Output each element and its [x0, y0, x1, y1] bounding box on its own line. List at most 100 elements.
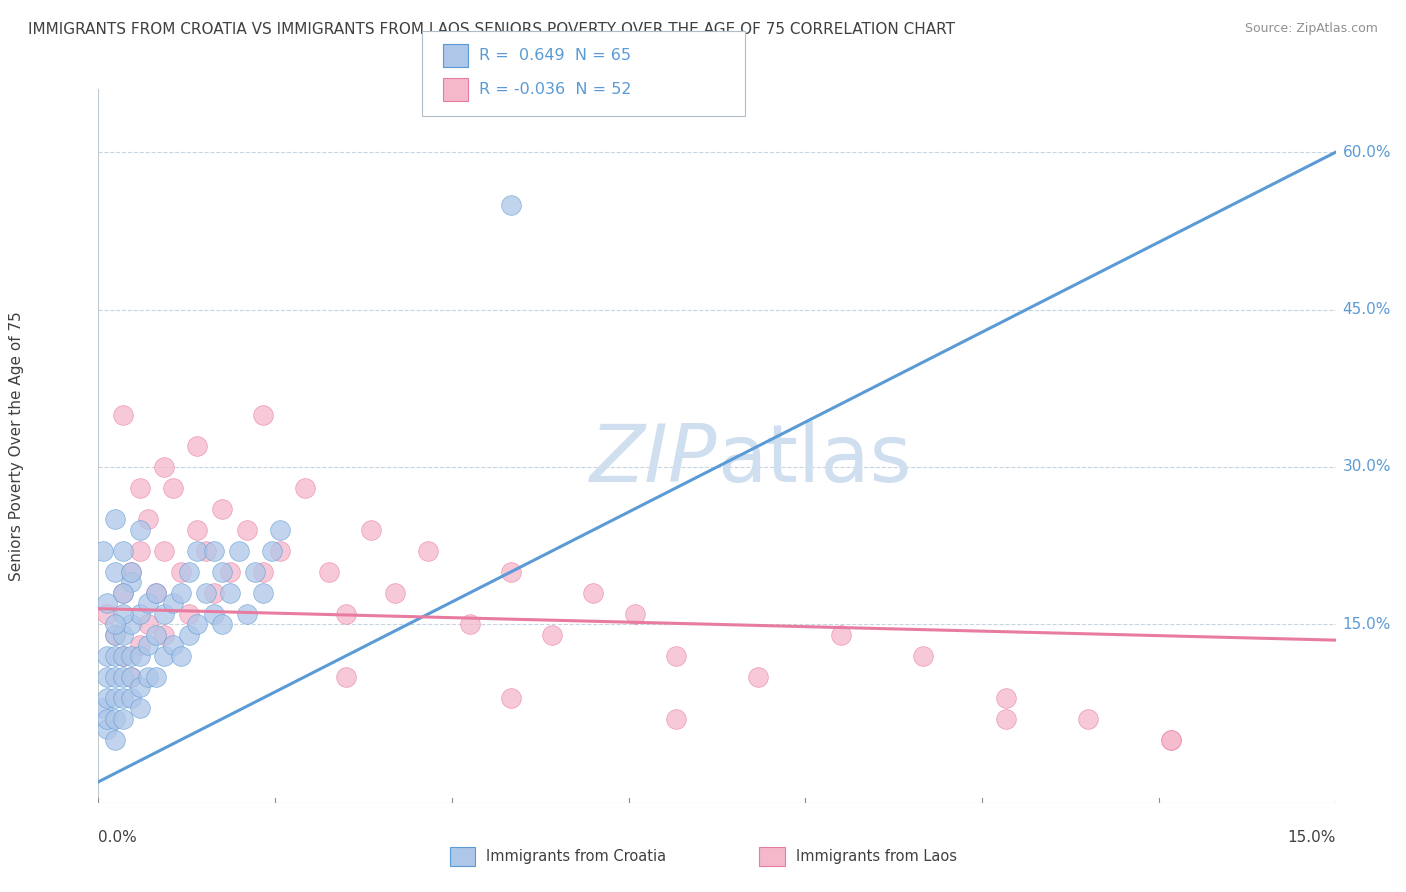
Point: [128, 607, 150, 621]
Text: 15.0%: 15.0%: [1288, 830, 1336, 845]
Point: [104, 732, 127, 747]
Point: [186, 544, 208, 558]
Point: [112, 648, 135, 663]
Point: [96, 648, 118, 663]
Point: [153, 607, 176, 621]
Text: R = -0.036  N = 52: R = -0.036 N = 52: [479, 82, 631, 96]
Point: [120, 565, 142, 579]
Point: [499, 565, 522, 579]
Point: [179, 628, 201, 642]
Point: [128, 481, 150, 495]
Point: [994, 690, 1017, 705]
Point: [665, 648, 688, 663]
Point: [360, 523, 382, 537]
Point: [260, 544, 283, 558]
Point: [112, 628, 135, 642]
Point: [112, 607, 135, 621]
Point: [236, 523, 259, 537]
Point: [112, 544, 135, 558]
Point: [120, 690, 142, 705]
Point: [104, 628, 127, 642]
Point: [499, 690, 522, 705]
Text: R =  0.649  N = 65: R = 0.649 N = 65: [479, 48, 631, 62]
Point: [186, 523, 208, 537]
Point: [582, 586, 605, 600]
Point: [318, 565, 340, 579]
Point: [136, 596, 159, 610]
Point: [112, 586, 135, 600]
Point: [136, 512, 159, 526]
Point: [252, 408, 274, 422]
Point: [136, 639, 159, 653]
Point: [104, 617, 127, 632]
Point: [112, 690, 135, 705]
Point: [179, 565, 201, 579]
Point: [153, 628, 176, 642]
Point: [170, 565, 193, 579]
Point: [153, 460, 176, 475]
Point: [994, 712, 1017, 726]
Point: [252, 565, 274, 579]
Point: [202, 586, 225, 600]
Point: [96, 712, 118, 726]
Point: [1160, 732, 1182, 747]
Point: [1160, 732, 1182, 747]
Point: [219, 565, 242, 579]
Point: [153, 544, 176, 558]
Point: [112, 712, 135, 726]
Point: [194, 586, 217, 600]
Point: [211, 502, 233, 516]
Text: 45.0%: 45.0%: [1343, 302, 1391, 317]
Point: [96, 690, 118, 705]
Point: [91, 701, 114, 715]
Point: [120, 565, 142, 579]
Point: [912, 648, 935, 663]
Text: Seniors Poverty Over the Age of 75: Seniors Poverty Over the Age of 75: [10, 311, 24, 581]
Point: [145, 586, 167, 600]
Point: [112, 670, 135, 684]
Point: [162, 639, 184, 653]
Point: [186, 439, 208, 453]
Point: [120, 648, 142, 663]
Point: [202, 607, 225, 621]
Point: [228, 544, 250, 558]
Point: [153, 648, 176, 663]
Point: [219, 586, 242, 600]
Point: [243, 565, 266, 579]
Point: [104, 690, 127, 705]
Point: [145, 628, 167, 642]
Text: 30.0%: 30.0%: [1343, 459, 1391, 475]
Point: [747, 670, 769, 684]
Point: [120, 617, 142, 632]
Text: 60.0%: 60.0%: [1343, 145, 1391, 160]
Point: [186, 617, 208, 632]
Text: Immigrants from Laos: Immigrants from Laos: [796, 849, 957, 863]
Text: atlas: atlas: [717, 421, 911, 500]
Text: 15.0%: 15.0%: [1343, 617, 1391, 632]
Point: [96, 596, 118, 610]
Point: [136, 670, 159, 684]
Point: [112, 408, 135, 422]
Point: [96, 607, 118, 621]
Point: [91, 544, 114, 558]
Point: [665, 712, 688, 726]
Point: [104, 712, 127, 726]
Point: [269, 544, 291, 558]
Point: [96, 670, 118, 684]
Point: [104, 512, 127, 526]
Point: [145, 670, 167, 684]
Point: [145, 586, 167, 600]
Point: [541, 628, 564, 642]
Point: [179, 607, 201, 621]
Point: [104, 670, 127, 684]
Point: [128, 648, 150, 663]
Point: [170, 586, 193, 600]
Point: [128, 544, 150, 558]
Point: [104, 565, 127, 579]
Point: [112, 648, 135, 663]
Point: [104, 628, 127, 642]
Point: [120, 670, 142, 684]
Text: IMMIGRANTS FROM CROATIA VS IMMIGRANTS FROM LAOS SENIORS POVERTY OVER THE AGE OF : IMMIGRANTS FROM CROATIA VS IMMIGRANTS FR…: [28, 22, 955, 37]
Point: [458, 617, 481, 632]
Point: [211, 617, 233, 632]
